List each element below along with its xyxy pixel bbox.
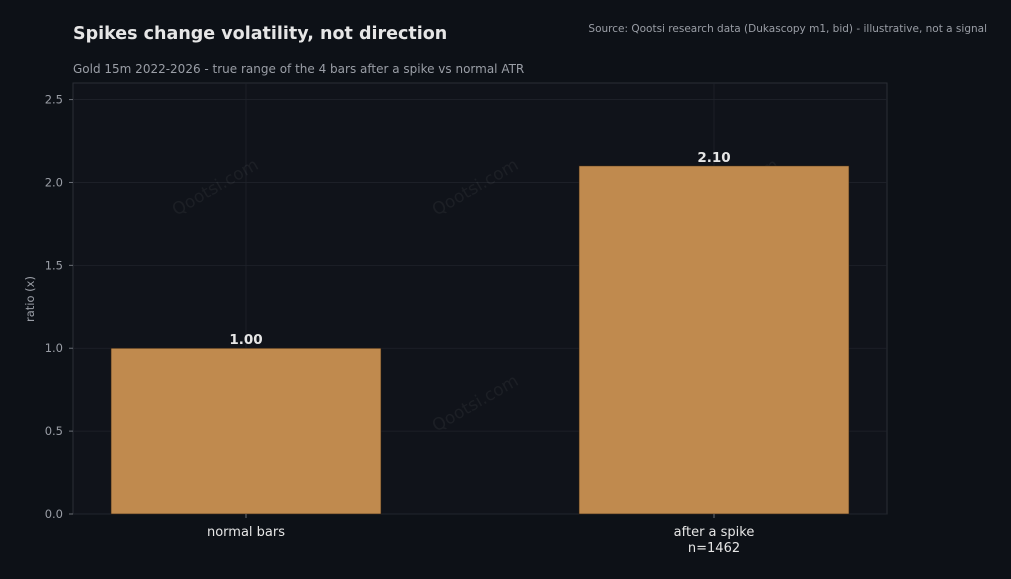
bar-value-labels: 1.00 2.10: [229, 150, 730, 348]
bar: [110, 347, 382, 515]
chart-subtitle: Gold 15m 2022-2026 - true range of the 4…: [73, 62, 525, 76]
bars: [110, 165, 850, 515]
x-tick-label: after a spike: [674, 525, 755, 540]
bar-value-label: 1.00: [229, 332, 262, 348]
source-note: Source: Qootsi research data (Dukascopy …: [588, 23, 987, 35]
y-tick-label: 1.0: [45, 341, 63, 355]
bar: [578, 165, 850, 515]
y-tick-label: 0.5: [45, 424, 63, 438]
y-tick-label: 0.0: [45, 507, 63, 521]
x-tick-label: n=1462: [688, 541, 740, 556]
x-tick-label: normal bars: [207, 525, 285, 540]
bar-value-label: 2.10: [697, 150, 730, 166]
y-axis-ticks: 0.0 0.5 1.0 1.5 2.0 2.5: [45, 93, 73, 521]
y-tick-label: 1.5: [45, 258, 63, 272]
y-axis-label: ratio (x): [23, 276, 37, 322]
y-tick-label: 2.0: [45, 175, 63, 189]
chart-title: Spikes change volatility, not direction: [73, 24, 448, 44]
y-tick-label: 2.5: [45, 93, 63, 107]
